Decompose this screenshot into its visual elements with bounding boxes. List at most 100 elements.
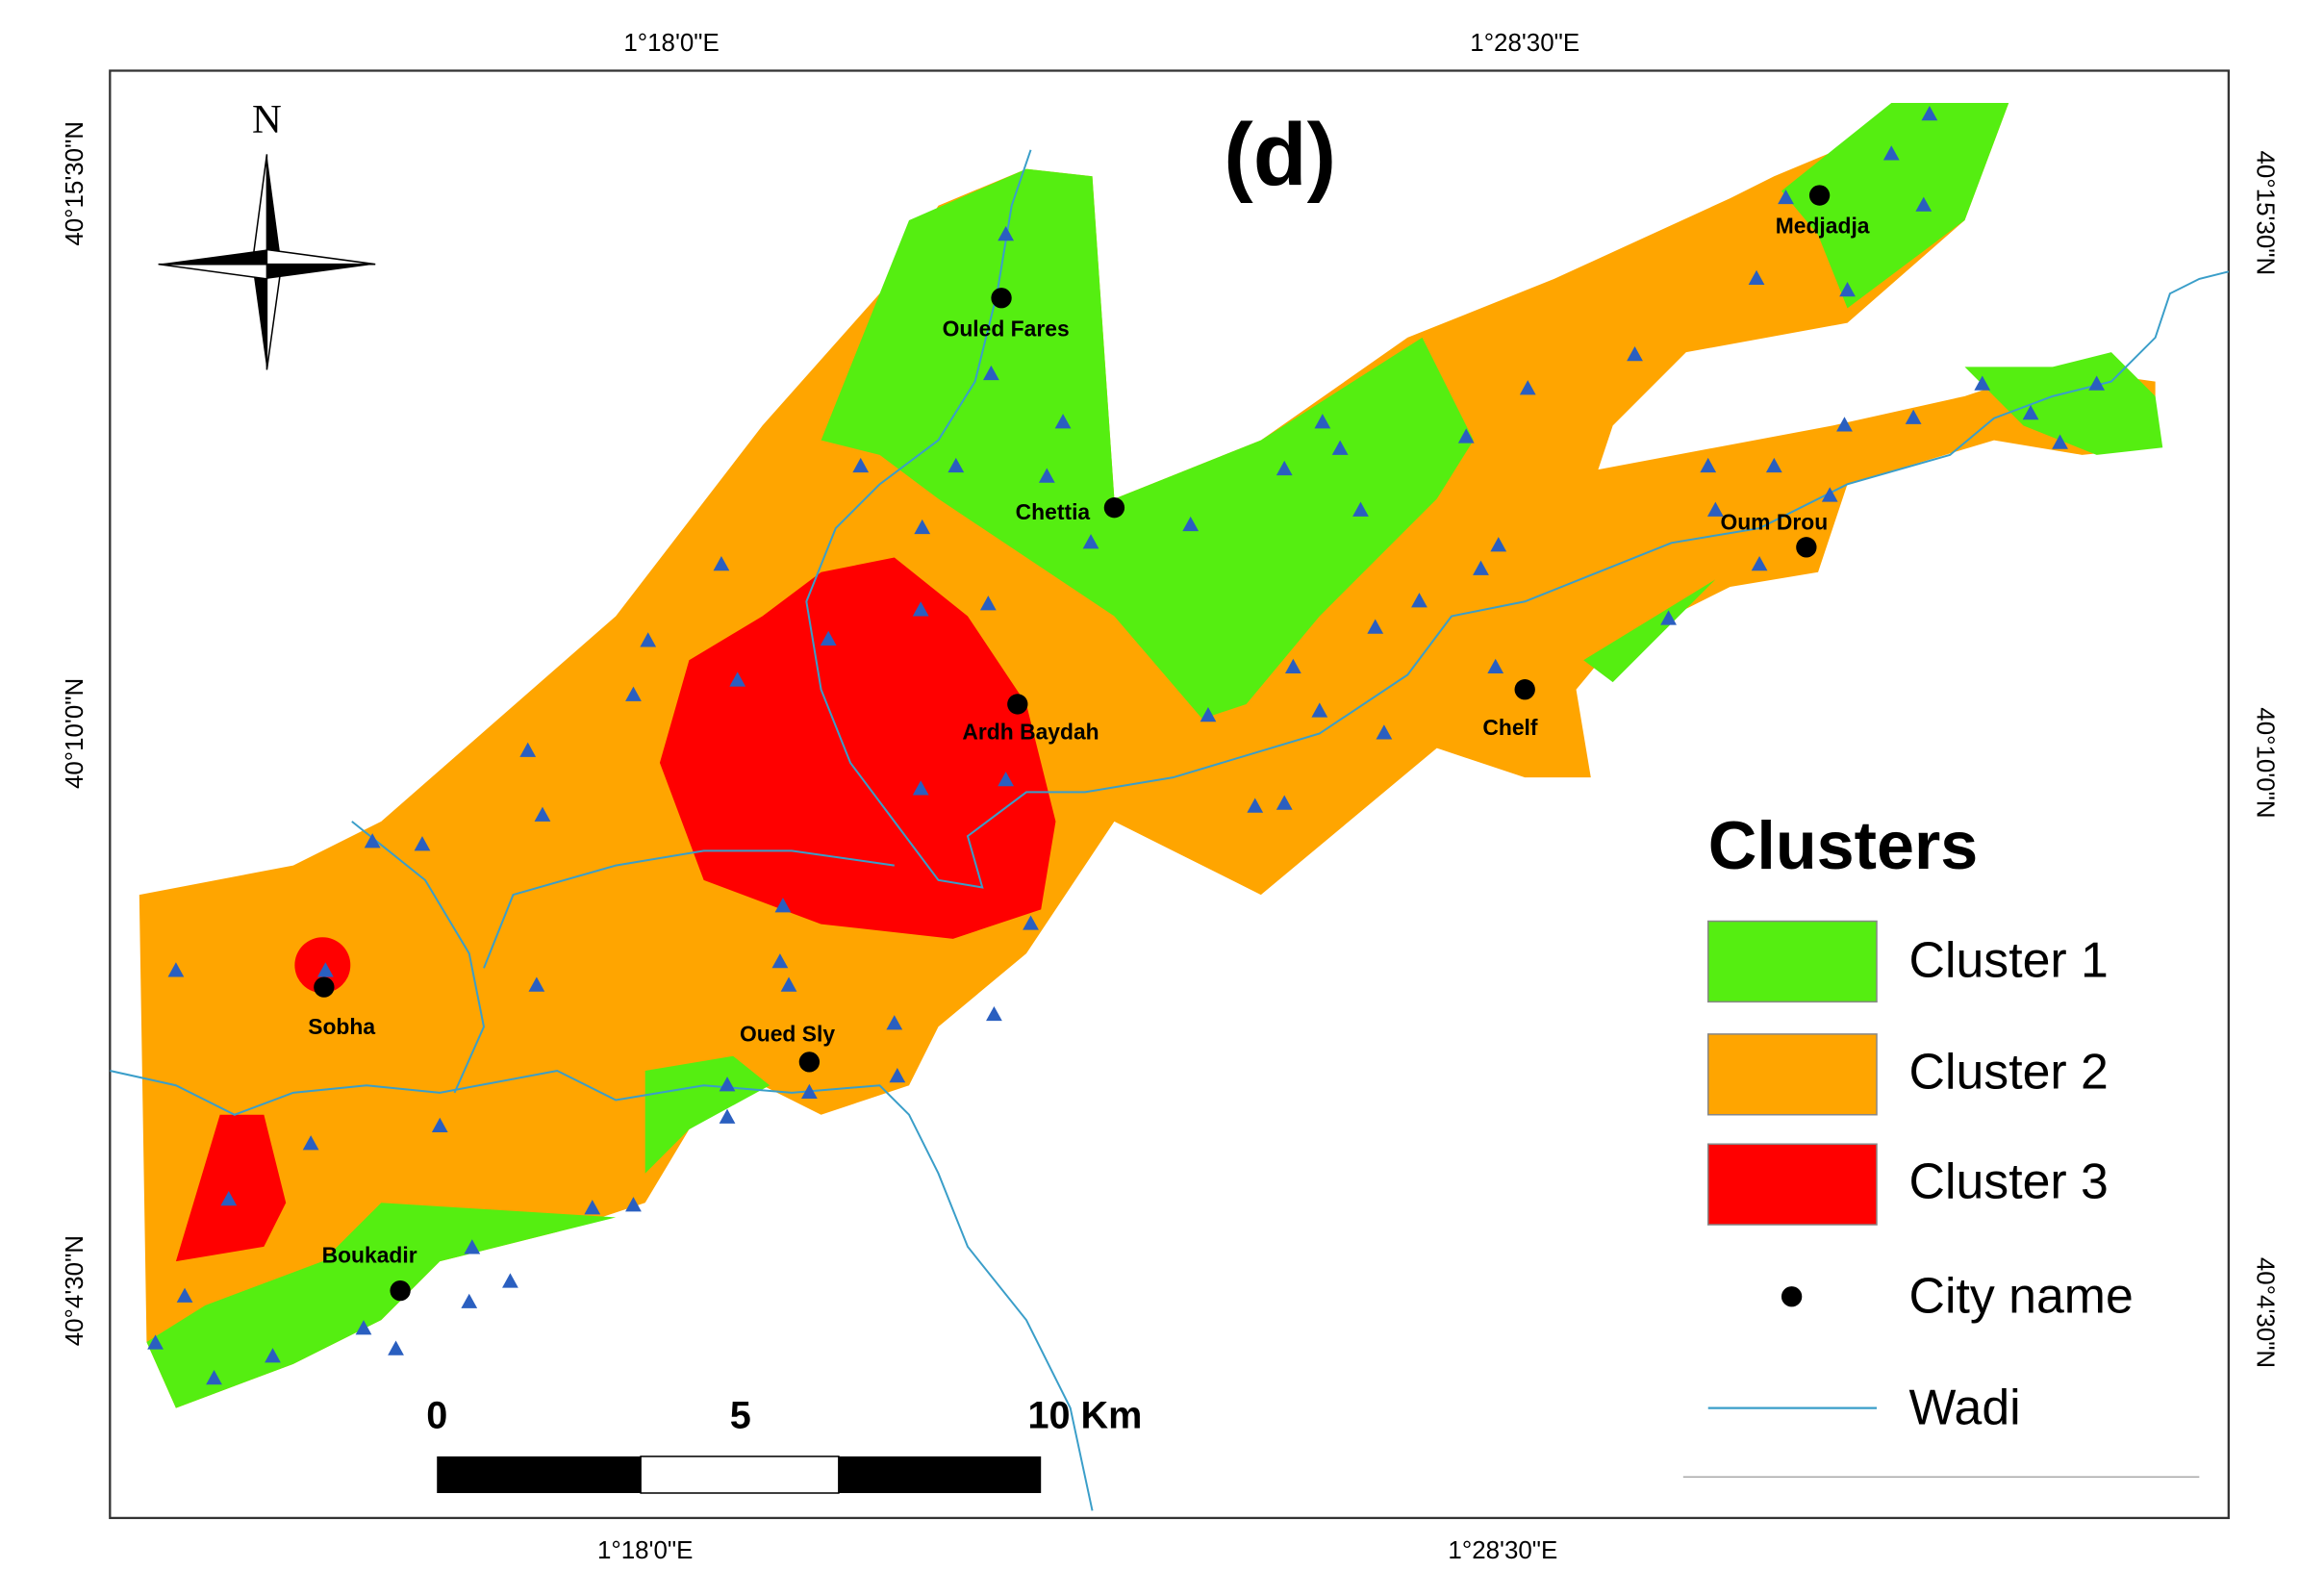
compass-point [252, 264, 267, 370]
cluster-1-area [1781, 103, 2009, 309]
sample-point [719, 1077, 736, 1092]
wadi [483, 849, 895, 969]
sample-point [914, 519, 931, 535]
sample-point [316, 962, 334, 977]
sample-point [265, 1348, 281, 1363]
cluster-3-area [294, 937, 351, 994]
longitude-label: 1°18'0"E [597, 1537, 693, 1564]
north-label: N [252, 97, 282, 142]
latitude-label: 40°4'30"N [62, 1235, 88, 1346]
cluster-1-area [1964, 352, 2163, 455]
sample-point [1836, 417, 1853, 432]
legend-label: Cluster 3 [1909, 1153, 2109, 1209]
city-dot [1007, 694, 1028, 715]
legend-label: Cluster 2 [1909, 1043, 2109, 1099]
sample-point [1276, 460, 1293, 476]
sample-point [1627, 346, 1643, 362]
scale-segment [640, 1456, 840, 1494]
sample-point [719, 1108, 736, 1124]
sample-point [364, 833, 381, 849]
sample-point [1905, 409, 1922, 424]
sample-point [947, 457, 965, 473]
latitude-label: 40°15'30"N [62, 121, 88, 246]
sample-point [1882, 145, 1900, 161]
wadis [110, 149, 2230, 1511]
sample-point [147, 1334, 164, 1350]
sample-point [986, 1005, 1002, 1022]
sample-point [461, 1293, 478, 1308]
sample-point [771, 953, 789, 969]
sample-point [584, 1200, 601, 1215]
scale-bar: 0 5 10 Km [426, 1395, 1142, 1494]
sample-point [1839, 281, 1856, 297]
wadi [805, 149, 2230, 889]
sample-point [1706, 501, 1724, 517]
sample-point [982, 365, 999, 381]
city-label: Chettia [1016, 499, 1091, 524]
sample-point [1247, 798, 1264, 813]
city-label: Sobha [308, 1014, 375, 1039]
sample-point [979, 595, 997, 611]
scale-segment [437, 1456, 642, 1493]
scale-label: 10 Km [1027, 1395, 1142, 1437]
longitude-label: 1°28'30"E [1470, 30, 1579, 57]
wadi [110, 1069, 1094, 1511]
legend-title: Clusters [1708, 808, 1979, 883]
sample-point [1821, 487, 1838, 502]
legend-city-symbol [1781, 1286, 1803, 1307]
sample-point [1457, 428, 1475, 443]
sample-point [1411, 593, 1427, 608]
latitude-label: 40°10'0"N [2252, 707, 2279, 818]
city-dot [1796, 537, 1817, 558]
city-dot [1808, 185, 1831, 206]
city-dot [798, 1051, 821, 1073]
sample-point [1284, 658, 1301, 673]
legend-label: City name [1909, 1267, 2134, 1323]
latitude-label: 40°10'0"N [62, 678, 88, 789]
sample-point [1700, 457, 1717, 473]
sample-point [800, 1083, 818, 1099]
sample-point [1023, 915, 1039, 930]
sample-point [1748, 269, 1765, 286]
sample-point [625, 686, 642, 701]
sample-point [1054, 414, 1072, 429]
sample-point [1200, 706, 1217, 722]
cluster-3-area [175, 1114, 287, 1262]
city-label: Ouled Fares [943, 316, 1070, 341]
sample-point [729, 671, 746, 687]
sample-point [206, 1369, 222, 1385]
sample-point [998, 772, 1015, 787]
sample-point [2052, 434, 2068, 449]
sample-point [464, 1239, 481, 1254]
cluster-1-area [821, 168, 1474, 720]
sample-point [1352, 501, 1369, 517]
sample-point [355, 1320, 372, 1335]
city-dot [991, 288, 1012, 309]
sample-point [912, 780, 929, 796]
sample-point [998, 226, 1015, 241]
latitude-label: 40°15'30"N [2252, 150, 2279, 275]
city-dot [1514, 679, 1535, 700]
sample-point [886, 1015, 903, 1030]
city-dot [314, 976, 335, 998]
sample-point [1331, 440, 1349, 455]
city-label: Oued Sly [740, 1021, 835, 1046]
legend: Clusters Cluster 1 Cluster 2 Cluster 3 C… [1682, 808, 2200, 1478]
sample-point [1473, 560, 1489, 575]
city-label: Oum Drou [1720, 509, 1828, 534]
sample-point [640, 632, 657, 647]
sample-point [713, 556, 730, 571]
cluster-2-area [139, 103, 2156, 1408]
sample-point [302, 1135, 319, 1151]
sample-point [1765, 457, 1782, 473]
legend-label: Cluster 1 [1909, 931, 2109, 987]
sample-point [1974, 375, 1991, 391]
city-dot [1103, 497, 1125, 519]
sample-point [534, 806, 551, 822]
legend-label: Wadi [1909, 1379, 2021, 1434]
sample-point [780, 976, 797, 992]
longitude-label: 1°18'0"E [623, 30, 719, 57]
city-label: Chelf [1482, 715, 1538, 740]
sample-point [1778, 189, 1794, 205]
